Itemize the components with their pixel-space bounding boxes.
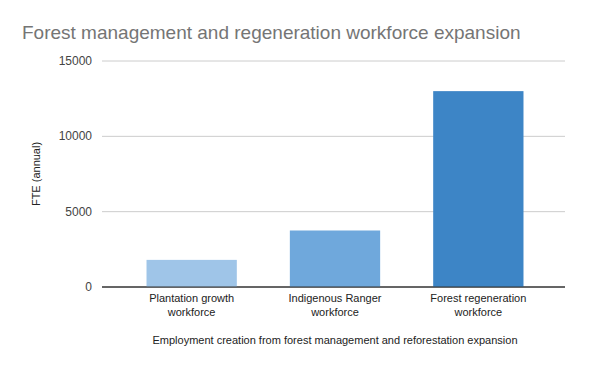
- grid-line: [102, 287, 565, 288]
- y-tick-label: 10000: [59, 129, 93, 143]
- background: [0, 0, 600, 372]
- bar: [290, 231, 380, 288]
- bars: [147, 91, 524, 287]
- y-tick-label: 5000: [65, 205, 92, 219]
- chart: Forest management and regeneration workf…: [0, 0, 600, 372]
- x-tick-label-line: Forest regeneration: [430, 292, 526, 304]
- x-tick-label: Plantation growth workforce: [149, 292, 234, 318]
- bar: [147, 260, 237, 287]
- y-tick-label: 15000: [59, 54, 93, 68]
- x-tick-label: Indigenous Ranger workforce: [289, 292, 382, 318]
- x-tick-label-line: workforce: [453, 306, 502, 318]
- y-tick-label: 0: [85, 280, 92, 294]
- title: Forest management and regeneration workf…: [22, 22, 521, 43]
- x-axis-label: Employment creation from forest manageme…: [152, 334, 517, 346]
- y-axis-label: FTE (annual): [30, 142, 42, 206]
- x-tick-label-line: workforce: [310, 306, 359, 318]
- x-tick-label: Forest regeneration workforce: [430, 292, 526, 318]
- bar: [433, 91, 523, 287]
- x-tick-label-line: Indigenous Ranger: [289, 292, 382, 304]
- grid-line: [102, 61, 565, 62]
- baseline: [102, 287, 565, 288]
- x-tick-label-line: Plantation growth: [149, 292, 234, 304]
- x-tick-label-line: workforce: [167, 306, 216, 318]
